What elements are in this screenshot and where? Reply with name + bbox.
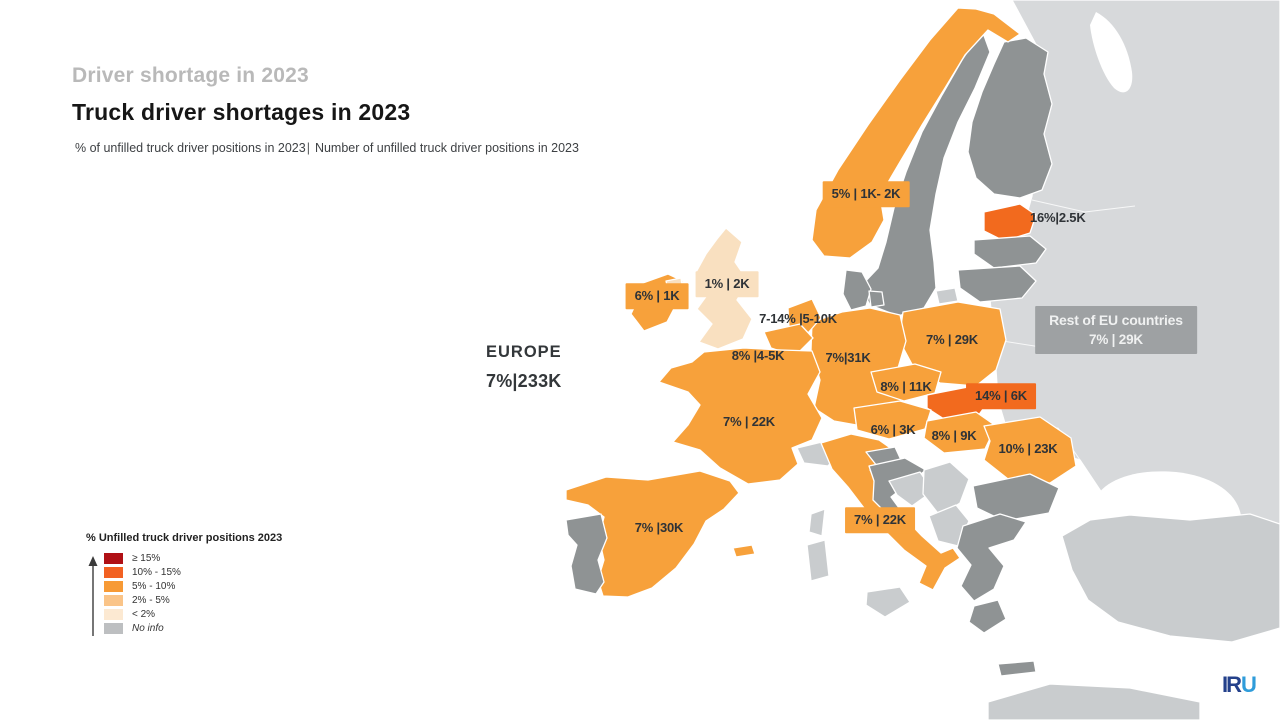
page-title: Truck driver shortages in 2023 bbox=[72, 99, 411, 125]
legend-swatch bbox=[104, 609, 123, 620]
legend-swatch bbox=[104, 623, 123, 634]
region-crete bbox=[997, 660, 1037, 677]
country-bulgaria bbox=[972, 473, 1060, 522]
header: Driver shortage in 2023 Truck driver sho… bbox=[72, 64, 579, 155]
country-austria bbox=[853, 400, 932, 440]
country-slovakia bbox=[926, 386, 992, 420]
legend-label: 10% - 15% bbox=[132, 567, 181, 578]
legend-item-3: 2% - 5% bbox=[104, 595, 181, 606]
region-sardinia bbox=[806, 539, 830, 582]
legend-item-1: 10% - 15% bbox=[104, 567, 181, 578]
subtitle-right: Number of unfilled truck driver position… bbox=[314, 141, 579, 155]
region-balearics bbox=[732, 544, 756, 558]
region-peloponnese bbox=[968, 599, 1007, 634]
country-turkey bbox=[1061, 513, 1280, 643]
legend-title: % Unfilled truck driver positions 2023 bbox=[86, 532, 283, 544]
legend-label: 5% - 10% bbox=[132, 581, 176, 592]
region-north-africa bbox=[987, 683, 1201, 720]
country-hungary bbox=[923, 411, 997, 454]
country-estonia bbox=[983, 203, 1037, 242]
legend-label: No info bbox=[132, 623, 164, 634]
region-sicily bbox=[865, 586, 911, 618]
country-denmark bbox=[842, 269, 872, 311]
legend-swatch bbox=[104, 581, 123, 592]
iru-logo-light: U bbox=[1241, 672, 1257, 697]
country-latvia bbox=[973, 235, 1047, 269]
country-portugal bbox=[565, 513, 608, 595]
region-kaliningrad bbox=[935, 287, 959, 305]
legend-item-4: < 2% bbox=[104, 609, 181, 620]
region-northern-ireland bbox=[665, 277, 684, 295]
legend-label: 2% - 5% bbox=[132, 595, 170, 606]
legend-swatch bbox=[104, 553, 123, 564]
legend-item-5: No info bbox=[104, 623, 181, 634]
legend-item-0: ≥ 15% bbox=[104, 553, 181, 564]
subtitle: % of unfilled truck driver positions in … bbox=[72, 141, 579, 155]
country-france bbox=[658, 347, 823, 485]
subtitle-separator: | bbox=[306, 141, 310, 155]
country-bosnia bbox=[888, 471, 934, 507]
legend-rows: ≥ 15% 10% - 15% 5% - 10% 2% - 5% < 2% No info bbox=[104, 553, 181, 637]
iru-logo: IRU bbox=[1222, 672, 1257, 698]
country-greece bbox=[956, 513, 1027, 602]
legend-arrow-icon bbox=[88, 556, 98, 636]
country-denmark-island bbox=[868, 290, 885, 308]
legend-label: < 2% bbox=[132, 609, 156, 620]
subtitle-left: % of unfilled truck driver positions in … bbox=[75, 141, 306, 155]
europe-total-value: 7%|233K bbox=[486, 371, 562, 391]
legend-label: ≥ 15% bbox=[132, 553, 161, 564]
country-united-kingdom bbox=[694, 227, 753, 350]
legend: % Unfilled truck driver positions 2023 ≥… bbox=[86, 532, 282, 638]
country-serbia bbox=[922, 461, 970, 517]
legend-swatch bbox=[104, 595, 123, 606]
legend-swatch bbox=[104, 567, 123, 578]
iru-logo-dark: IR bbox=[1222, 672, 1242, 697]
legend-item-2: 5% - 10% bbox=[104, 581, 181, 592]
region-corsica bbox=[808, 508, 826, 537]
europe-total: EUROPE 7%|233K bbox=[486, 343, 562, 392]
country-lithuania bbox=[957, 265, 1037, 303]
country-belgium bbox=[763, 323, 814, 357]
white-sea bbox=[1090, 12, 1133, 93]
kicker-title: Driver shortage in 2023 bbox=[72, 64, 309, 87]
country-poland bbox=[898, 301, 1007, 387]
country-finland bbox=[967, 37, 1053, 199]
europe-total-name: EUROPE bbox=[486, 343, 562, 361]
